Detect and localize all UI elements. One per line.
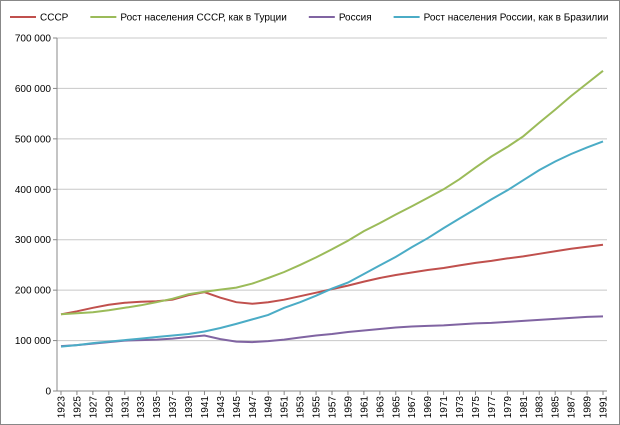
x-tick-label: 1971 xyxy=(439,396,450,419)
x-tick-label: 1987 xyxy=(567,396,578,419)
x-tick-label: 1951 xyxy=(280,396,291,419)
x-tick-label: 1973 xyxy=(455,396,466,419)
x-tick-label: 1925 xyxy=(72,396,83,419)
y-tick-label: 500 000 xyxy=(15,134,52,145)
legend-label: Рост населения СССР, как в Турции xyxy=(120,13,286,24)
y-tick-label: 300 000 xyxy=(15,235,52,246)
y-tick-label: 0 xyxy=(45,387,51,398)
x-tick-label: 1957 xyxy=(328,396,339,419)
x-tick-label: 1929 xyxy=(104,396,115,419)
series-line xyxy=(60,140,604,348)
x-tick-label: 1955 xyxy=(312,396,323,419)
x-tick-label: 1977 xyxy=(487,396,498,419)
x-tick-label: 1931 xyxy=(120,396,131,419)
x-tick-label: 1945 xyxy=(232,396,243,419)
y-tick-label: 600 000 xyxy=(15,84,52,95)
legend-label: СССР xyxy=(40,13,69,24)
x-tick-label: 1953 xyxy=(296,396,307,419)
x-tick-label: 1969 xyxy=(423,396,434,419)
x-tick-label: 1923 xyxy=(56,396,67,419)
y-tick-label: 400 000 xyxy=(15,185,52,196)
series-line xyxy=(60,70,604,316)
x-tick-label: 1935 xyxy=(152,396,163,419)
x-tick-label: 1979 xyxy=(503,396,514,419)
x-tick-label: 1933 xyxy=(136,396,147,419)
y-tick-label: 100 000 xyxy=(15,336,52,347)
x-tick-label: 1983 xyxy=(535,396,546,419)
x-tick-label: 1989 xyxy=(583,396,594,419)
x-tick-label: 1981 xyxy=(519,396,530,419)
x-tick-label: 1991 xyxy=(599,396,610,419)
legend-label: Рост населения России, как в Бразилии xyxy=(424,13,609,24)
y-tick-label: 200 000 xyxy=(15,286,52,297)
x-tick-label: 1961 xyxy=(359,396,370,419)
x-tick-label: 1941 xyxy=(200,396,211,419)
x-tick-label: 1927 xyxy=(88,396,99,419)
x-tick-label: 1967 xyxy=(407,396,418,419)
y-tick-label: 700 000 xyxy=(15,34,52,45)
x-tick-label: 1939 xyxy=(184,396,195,419)
x-tick-label: 1963 xyxy=(375,396,386,419)
x-tick-label: 1949 xyxy=(264,396,275,419)
legend-label: Россия xyxy=(339,13,372,24)
x-tick-label: 1943 xyxy=(216,396,227,419)
series-line xyxy=(60,315,604,348)
x-tick-label: 1965 xyxy=(391,396,402,419)
x-tick-label: 1959 xyxy=(343,396,354,419)
x-tick-label: 1975 xyxy=(471,396,482,419)
x-tick-label: 1947 xyxy=(248,396,259,419)
x-tick-label: 1985 xyxy=(551,396,562,419)
x-tick-label: 1937 xyxy=(168,396,179,419)
